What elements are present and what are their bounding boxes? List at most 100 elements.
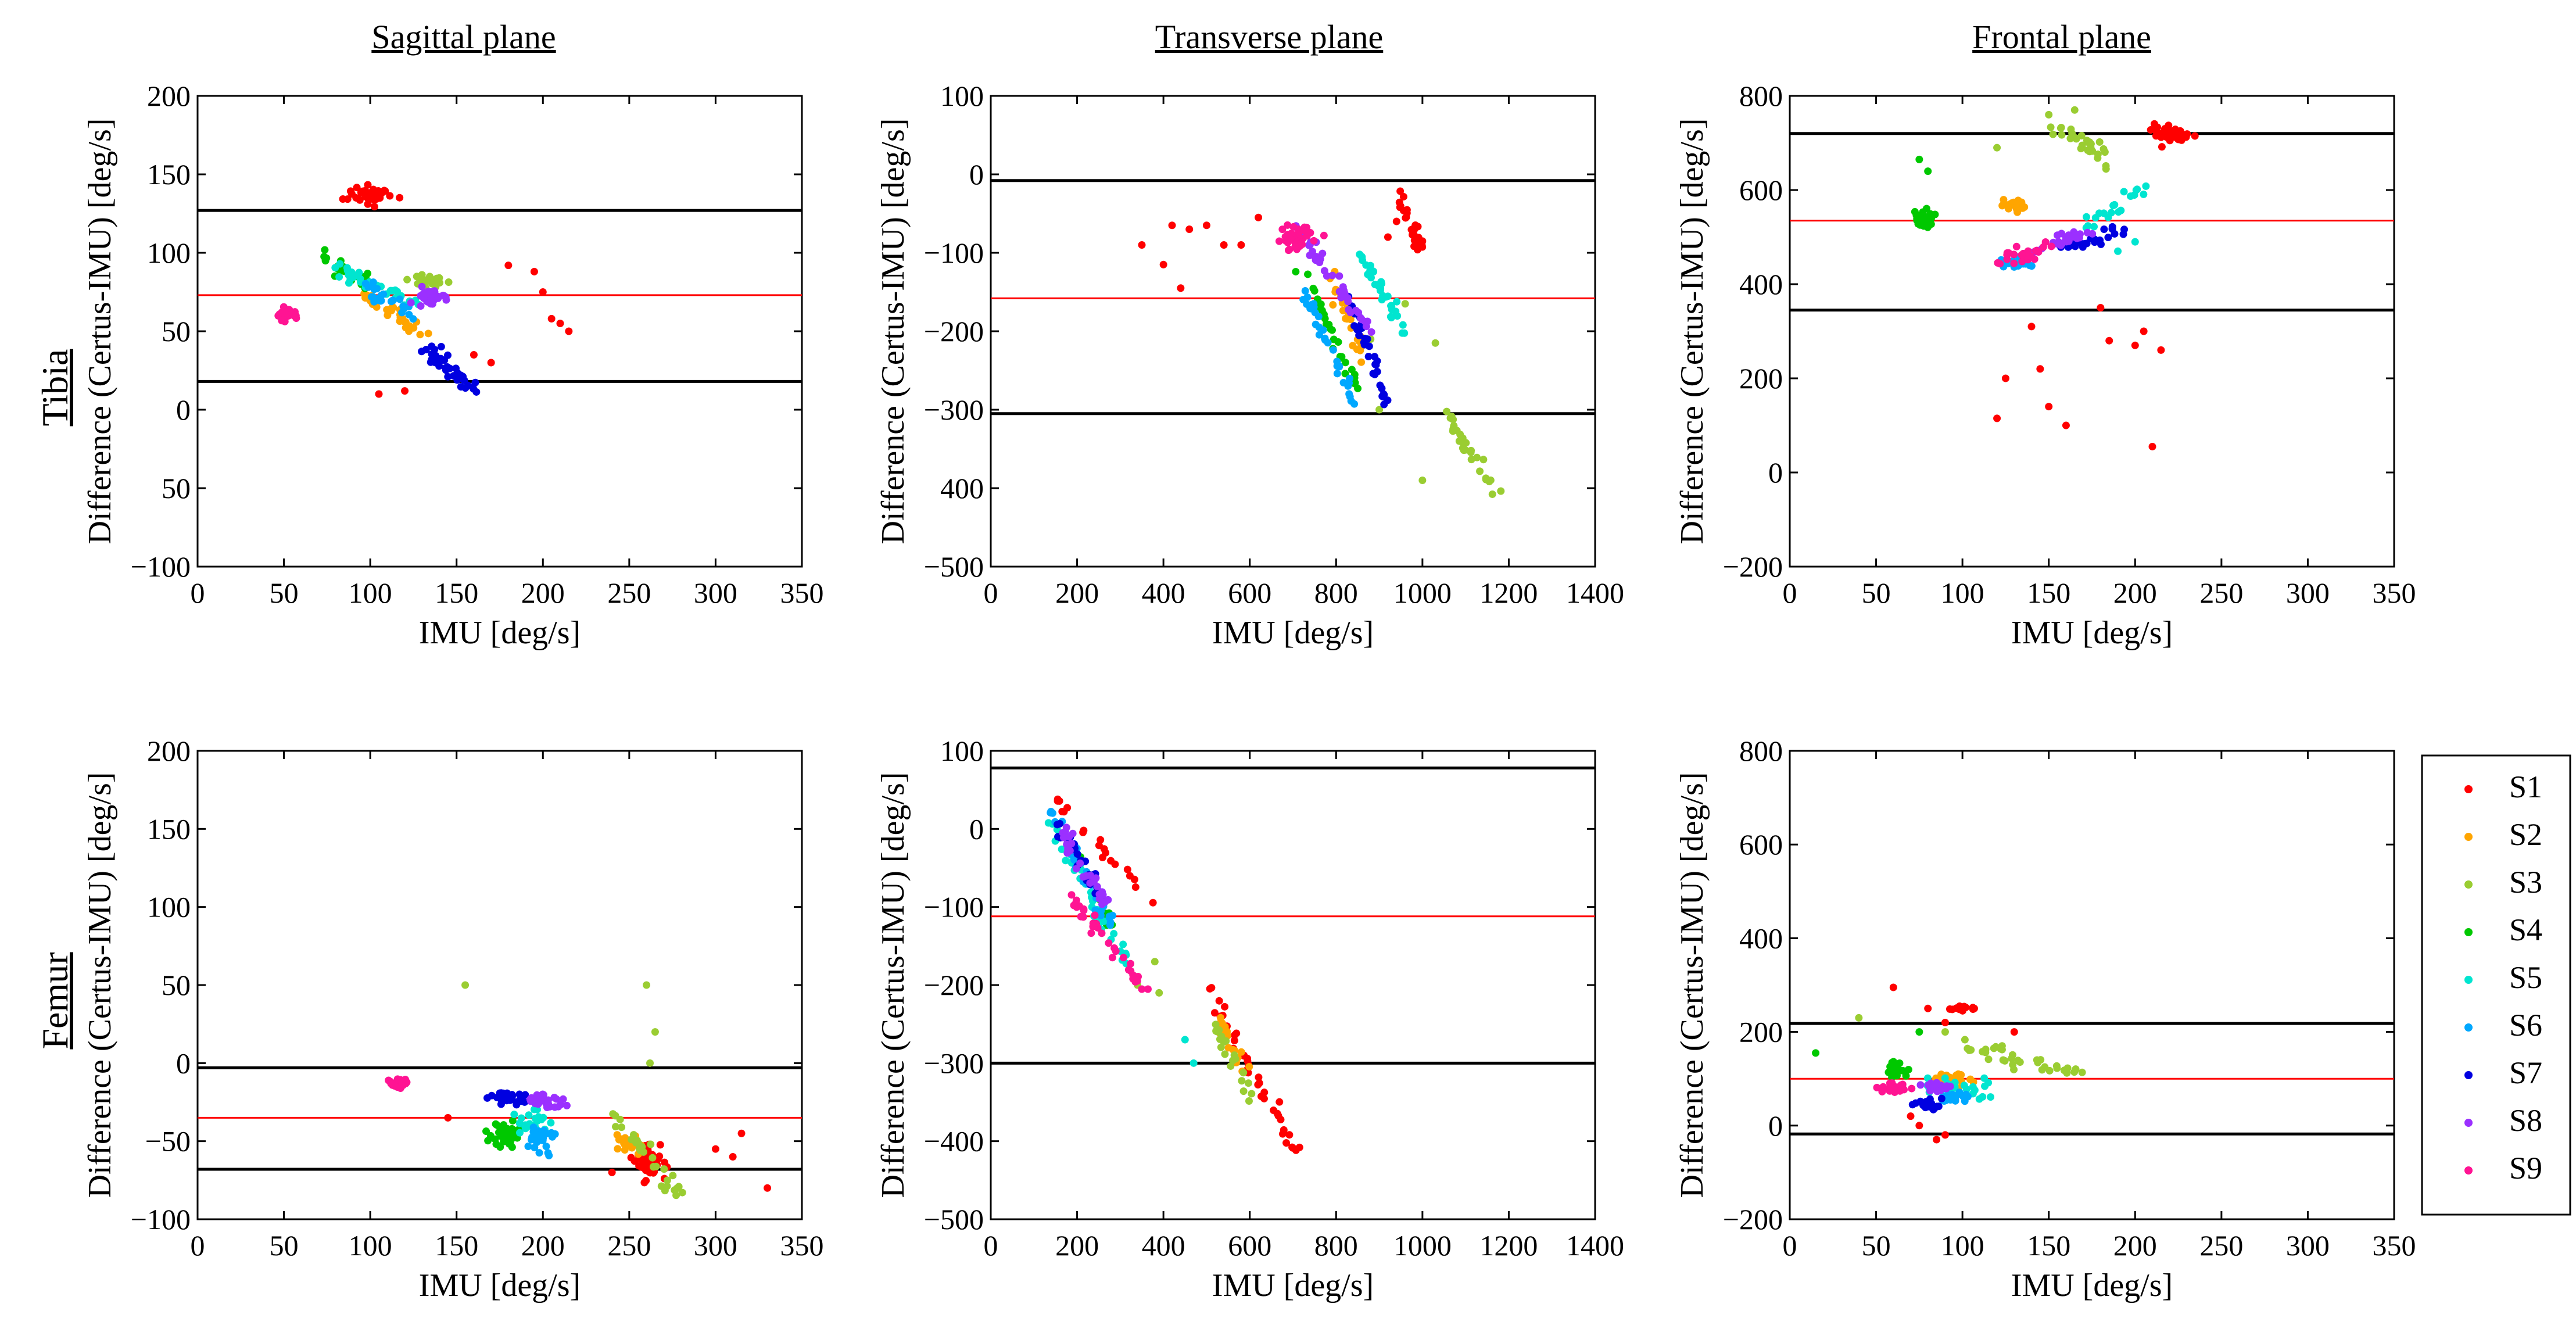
data-point [1812,1049,1820,1057]
data-point [1273,1109,1281,1118]
data-point [635,1139,643,1147]
data-point [1111,860,1119,868]
data-point [1110,944,1119,952]
data-point [2111,200,2119,209]
x-tick-label: 100 [1941,577,1984,609]
y-axis-label: Difference (Certus-IMU) [deg/s] [875,119,911,545]
data-point [444,351,452,359]
data-point [437,343,445,351]
data-point [1063,840,1071,848]
data-point [508,1143,516,1151]
data-point [2157,346,2165,354]
data-point [1396,187,1405,195]
series-s4 [1911,155,1939,231]
x-tick-label: 0 [1783,1229,1797,1262]
data-point [2148,442,2156,450]
data-point [1220,241,1228,249]
data-point [504,262,513,270]
data-point [443,363,452,371]
y-tick-label: −50 [145,1125,191,1158]
data-point [1431,339,1439,347]
data-point [364,270,372,278]
data-point [1338,353,1346,361]
data-point [1335,272,1343,280]
x-tick-label: 400 [1142,1229,1185,1262]
series-s2 [1998,196,2029,216]
data-point [1076,860,1084,868]
series-s3 [1134,958,1256,1105]
data-point [2058,131,2066,139]
data-point [2041,238,2050,246]
data-point [2140,190,2148,198]
data-point [405,327,413,335]
data-point [2100,209,2108,217]
data-point [1916,1081,1925,1089]
data-point [646,1059,654,1067]
data-point [1364,270,1372,278]
x-tick-label: 250 [607,1229,651,1262]
x-axis-label: IMU [deg/s] [2011,615,2173,651]
data-point [1873,1083,1881,1091]
data-point [1323,272,1331,280]
data-point [678,1188,686,1197]
data-point [449,372,457,380]
legend-label: S3 [2509,865,2542,900]
data-point [452,364,460,373]
chart-femur-transverse: 0 200 400 600 800 1000 1200 1400−500−400−300−20… [875,735,1624,1304]
data-point [1345,306,1353,314]
data-point [487,359,495,367]
legend-item-s6: S6 [2464,1008,2542,1043]
data-point [1061,827,1069,835]
data-point [1255,213,1263,221]
data-point [1486,476,1495,484]
data-point [1082,872,1090,880]
y-tick-label: 0 [1768,1109,1783,1142]
data-point [2016,1058,2024,1066]
data-point [1418,240,1426,248]
x-tick-label: 200 [1055,1229,1099,1262]
legend-marker [2464,928,2473,936]
data-point [1921,221,1929,230]
data-point [1329,346,1337,354]
data-point [364,283,372,291]
chart-femur-sagittal: 0 50 100 150 200 250 300 350 −100 −50 0 50 100 150 200… [82,735,824,1304]
data-point [513,1101,521,1109]
data-point [1933,1087,1941,1095]
data-point [1315,331,1323,339]
x-tick-label: 0 [984,577,998,609]
data-point [1138,241,1146,249]
data-point [444,1113,452,1122]
data-point [2140,327,2148,335]
data-point [1306,251,1314,259]
legend-label: S2 [2509,817,2542,852]
data-point [1378,384,1386,392]
data-point [1048,809,1056,817]
data-point [1393,298,1401,306]
y-tick-label: 400 [940,472,984,504]
data-point [454,371,463,379]
data-point [641,1160,649,1168]
x-tick-label: 200 [2113,1229,2157,1262]
data-point [547,314,556,323]
data-point [353,184,361,192]
data-point [407,299,415,307]
data-point [2147,126,2155,134]
reference-lines [198,209,802,383]
data-point [2086,138,2094,146]
data-point [630,1157,639,1165]
data-point [2076,230,2084,238]
data-point [1221,1002,1229,1011]
reference-lines [1790,1022,2394,1136]
data-point [1350,400,1359,408]
series-s1 [1054,795,1303,1154]
data-point [1210,1009,1219,1017]
data-point [428,356,436,364]
data-point [1384,233,1392,241]
data-point [1984,1055,1993,1064]
data-point [339,195,347,203]
data-point [390,1082,399,1090]
data-point [1479,456,1488,464]
legend-label: S4 [2509,912,2542,947]
data-point [533,1091,541,1099]
data-point [418,348,426,356]
